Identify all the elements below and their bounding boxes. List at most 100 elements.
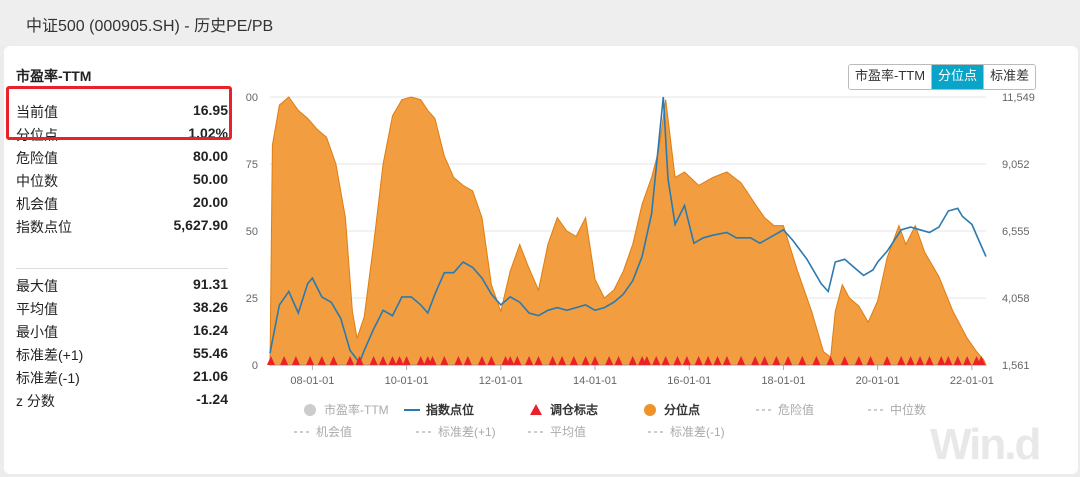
percentile-area: [269, 96, 987, 366]
legend-label: 指数点位: [426, 402, 474, 417]
rebalance-marker: [642, 356, 651, 365]
rebalance-marker: [614, 356, 623, 365]
index-level-line: [269, 96, 987, 365]
rebalance-marker: [591, 356, 600, 365]
stat-row: 中位数 50.00: [16, 171, 228, 193]
rebalance-marker: [506, 356, 515, 365]
x-tick-label: 14-01-01: [573, 375, 617, 387]
stat-row: 指数点位 5,627.90: [16, 217, 228, 239]
rebalance-marker: [463, 356, 472, 365]
legend-label: 平均值: [550, 424, 586, 439]
rebalance-marker: [487, 356, 496, 365]
rebalance-marker: [355, 356, 364, 365]
rebalance-marker: [379, 356, 388, 365]
rebalance-marker: [722, 356, 731, 365]
y-right-tick-label: 6,555: [1002, 226, 1030, 238]
x-tick-label: 12-01-01: [479, 375, 523, 387]
rebalance-marker: [906, 356, 915, 365]
y-left-tick-label: 25: [246, 293, 258, 305]
legend-label: 调仓标志: [550, 402, 598, 417]
rebalance-marker: [944, 356, 953, 365]
stat-row: 标准差(+1) 55.46: [16, 345, 228, 367]
rebalance-marker: [416, 356, 425, 365]
stats-sidebar: 市盈率-TTM 当前值 16.95 分位点 1.02% 危险值 80.00 中位数 50.00…: [4, 46, 236, 474]
rebalance-marker: [840, 356, 849, 365]
stat-value: 50.00: [192, 171, 228, 187]
rebalance-marker: [440, 356, 449, 365]
stat-value: 5,627.90: [173, 217, 229, 233]
rebalance-marker: [306, 356, 315, 365]
stat-label: 当前值: [16, 104, 58, 120]
rebalance-marker: [317, 356, 326, 365]
rebalance-marker: [369, 356, 378, 365]
stat-value: 38.26: [192, 299, 228, 315]
legend-label: 标准差(+1): [438, 425, 496, 439]
rebalance-marker: [713, 356, 722, 365]
rebalance-marker: [581, 356, 590, 365]
stat-label: 标准差(-1): [16, 370, 80, 386]
rebalance-marker: [798, 356, 807, 365]
rebalance-marker: [704, 356, 713, 365]
watermark: Win.d: [930, 420, 1041, 469]
y-right-tick-label: 1,561: [1002, 360, 1030, 372]
rebalance-marker: [953, 356, 962, 365]
stat-label: 标准差(+1): [16, 347, 84, 363]
legend-swatch: [304, 404, 316, 416]
rebalance-marker: [388, 356, 397, 365]
y-left-tick-label: 75: [246, 159, 258, 171]
x-tick-label: 22-01-01: [950, 375, 994, 387]
legend-label: 机会值: [316, 424, 352, 439]
rebalance-marker: [329, 356, 338, 365]
stat-row: 平均值 38.26: [16, 299, 228, 321]
y-left-tick-label: 00: [246, 92, 258, 104]
stat-value: 21.06: [192, 368, 228, 384]
x-tick-label: 18-01-01: [761, 375, 805, 387]
rebalance-marker: [826, 356, 835, 365]
stat-label: z 分数: [16, 393, 55, 409]
stat-row: z 分数 -1.24: [16, 391, 228, 413]
stat-value: 20.00: [192, 194, 228, 210]
stat-label: 指数点位: [16, 219, 72, 235]
stat-label: 机会值: [16, 196, 58, 212]
tab-1[interactable]: 分位点: [932, 65, 985, 89]
rebalance-marker: [937, 356, 946, 365]
rebalance-marker: [402, 356, 411, 365]
legend-swatch: [530, 404, 542, 415]
legend-label: 市盈率-TTM: [324, 402, 389, 417]
tab-0[interactable]: 市盈率-TTM: [849, 65, 933, 89]
rebalance-marker: [866, 356, 875, 365]
rebalance-marker: [772, 356, 781, 365]
rebalance-marker: [673, 356, 682, 365]
stat-row: 当前值 16.95: [16, 102, 228, 124]
rebalance-marker: [525, 356, 534, 365]
rebalance-marker: [652, 356, 661, 365]
rebalance-marker: [737, 356, 746, 365]
stat-row: 标准差(-1) 21.06: [16, 368, 228, 390]
tab-2[interactable]: 标准差: [984, 65, 1036, 89]
stat-label: 中位数: [16, 173, 58, 189]
rebalance-marker: [266, 356, 275, 365]
stat-value: 16.24: [192, 322, 228, 338]
y-left-tick-label: 0: [252, 360, 258, 372]
rebalance-marker: [682, 356, 691, 365]
stat-label: 最大值: [16, 278, 58, 294]
rebalance-marker: [812, 356, 821, 365]
rebalance-marker: [883, 356, 892, 365]
rebalance-marker: [346, 356, 355, 365]
rebalance-marker: [661, 356, 670, 365]
window-titlebar: 中证500 (000905.SH) - 历史PE/PB: [0, 0, 1080, 46]
y-right-tick-label: 4,058: [1002, 293, 1030, 305]
rebalance-marker: [454, 356, 463, 365]
x-tick-label: 10-01-01: [385, 375, 429, 387]
stat-value: 55.46: [192, 345, 228, 361]
rebalance-marker: [548, 356, 557, 365]
rebalance-marker: [977, 356, 986, 365]
rebalance-marker: [513, 356, 522, 365]
rebalance-marker: [428, 356, 437, 365]
stat-label: 危险值: [16, 150, 58, 166]
rebalance-marker: [751, 356, 760, 365]
stat-value: -1.24: [196, 391, 228, 407]
x-tick-label: 20-01-01: [856, 375, 900, 387]
rebalance-marker: [534, 356, 543, 365]
